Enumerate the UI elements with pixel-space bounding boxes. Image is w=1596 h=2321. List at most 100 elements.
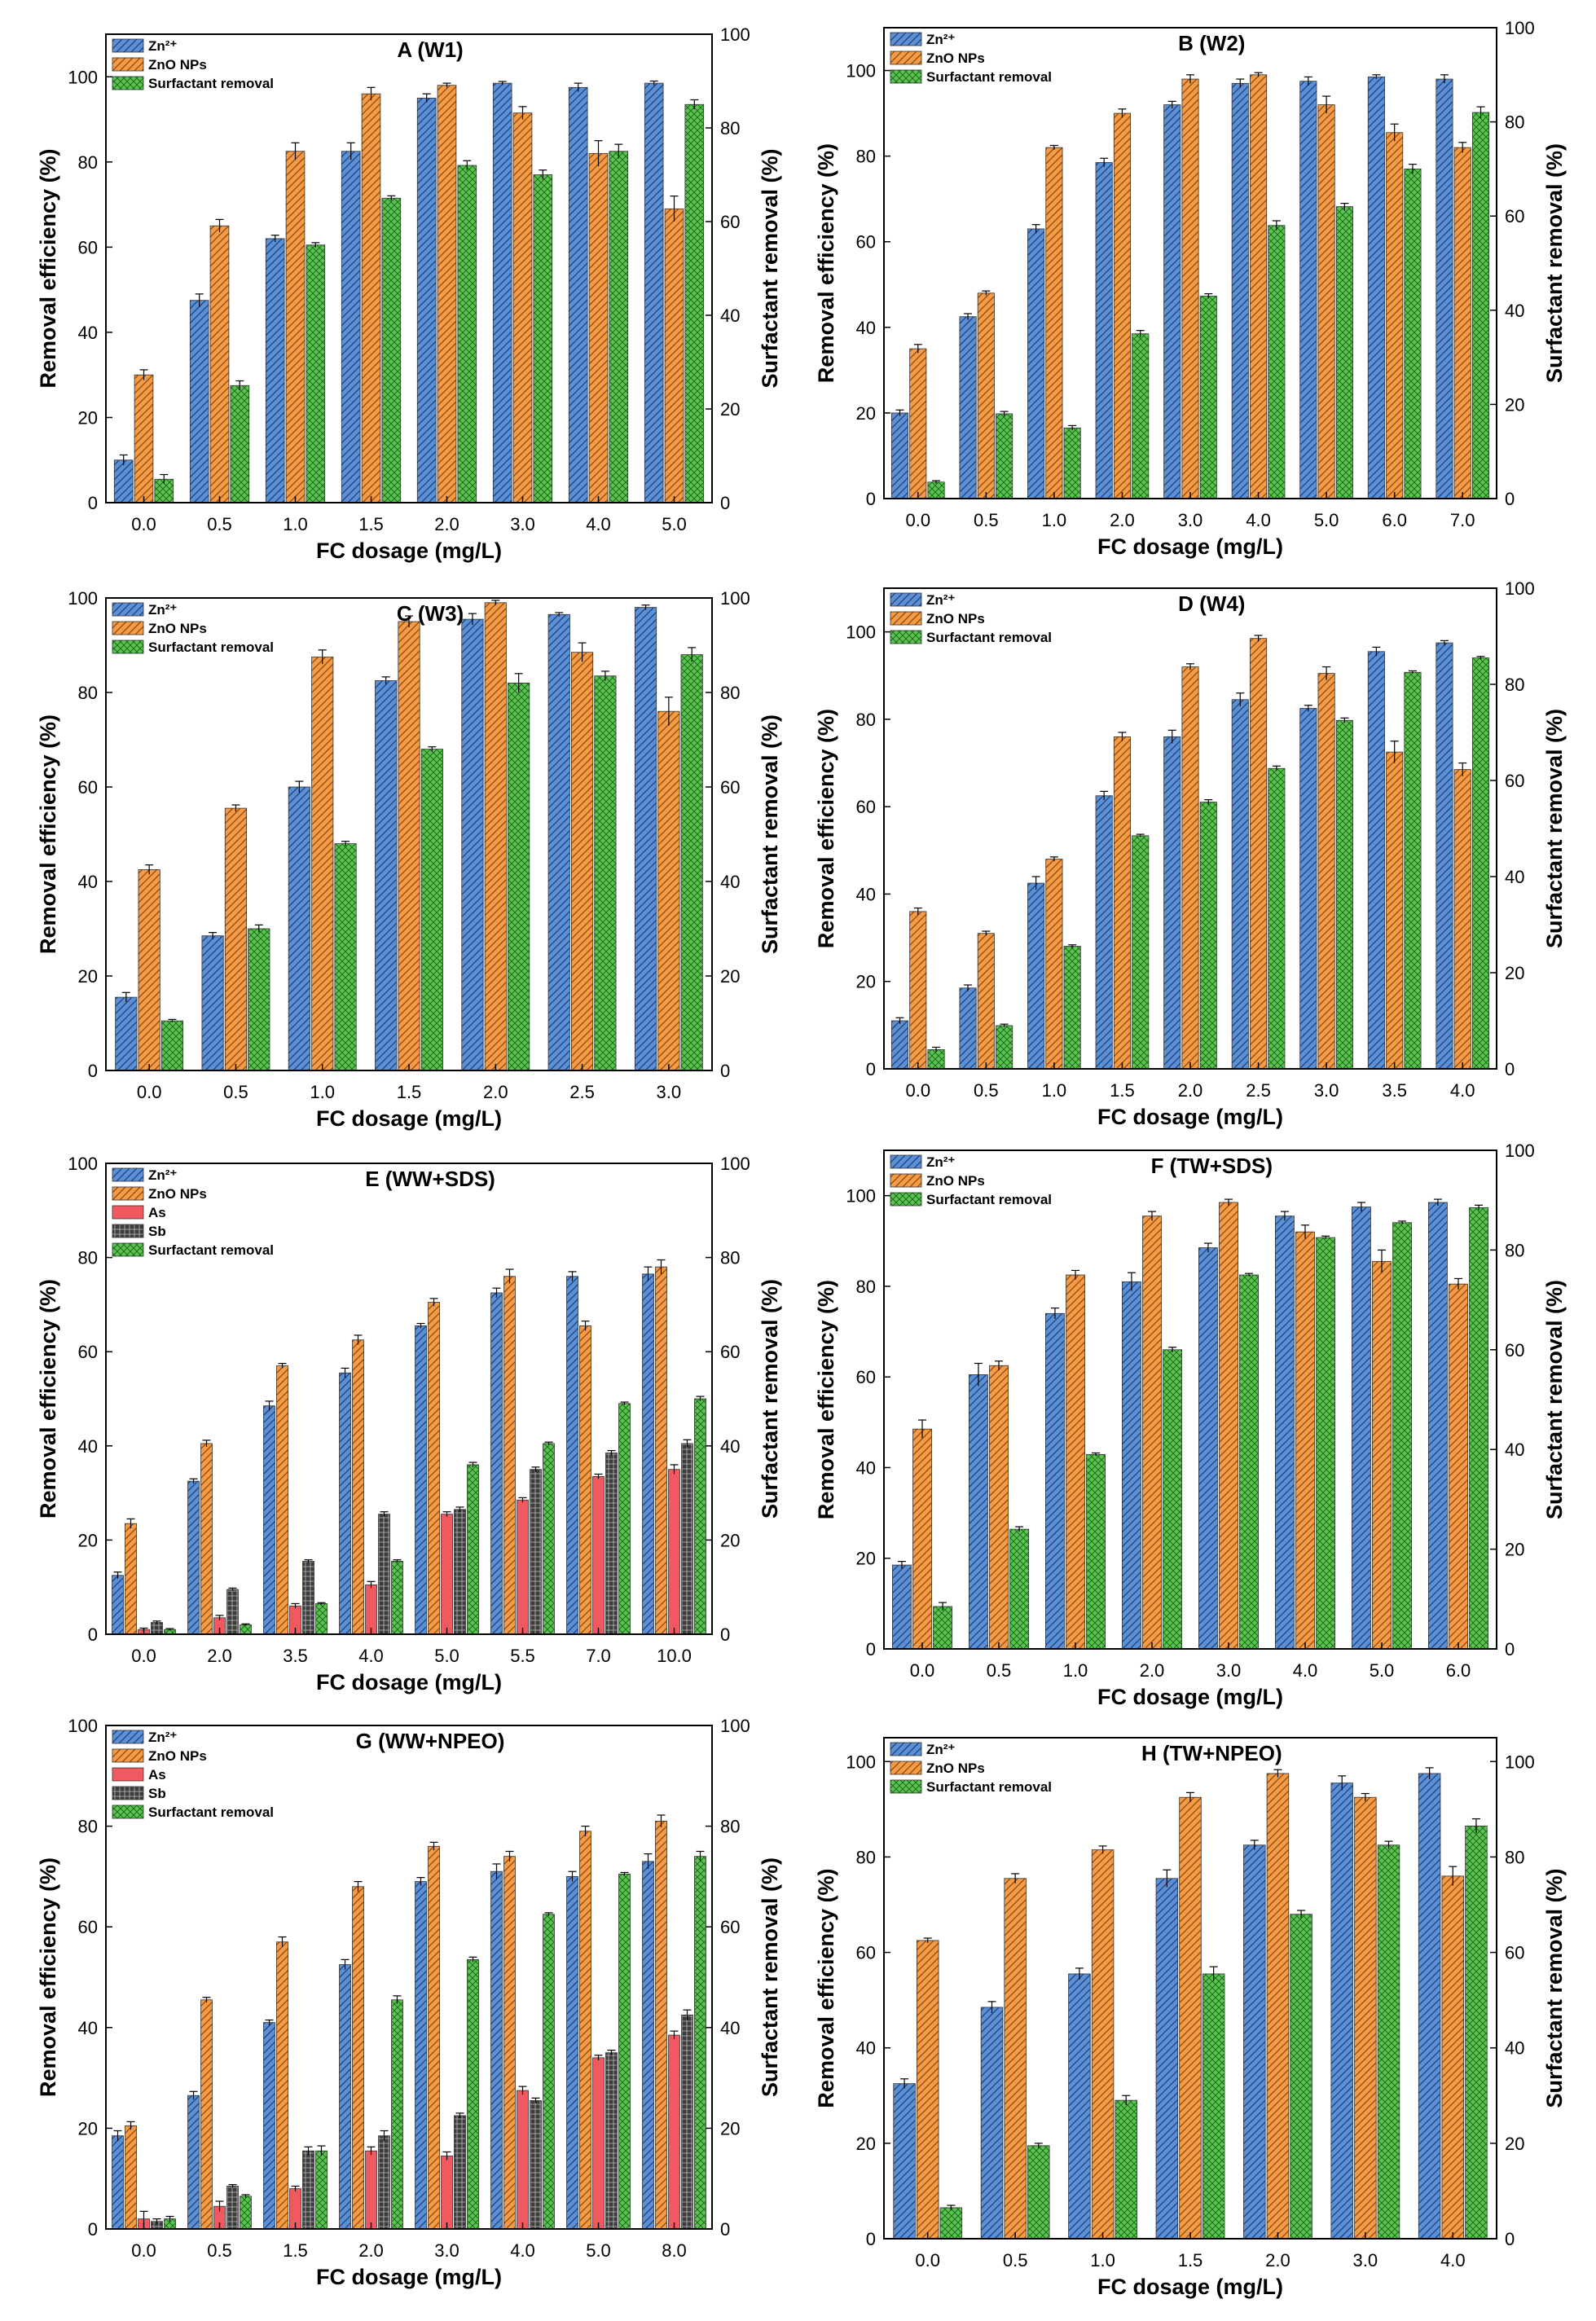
x-axis-title: FC dosage (mg/L) <box>1097 534 1283 559</box>
bar-sb-3-0 <box>454 2115 466 2230</box>
y2-tick-label: 80 <box>1505 112 1524 133</box>
bar-zn-7-0 <box>1436 78 1453 499</box>
bar-zn-2-0 <box>461 618 484 1071</box>
bar-zn-2-0 <box>1095 162 1113 499</box>
bar-zn-6-0 <box>1428 1202 1448 1650</box>
bar-zn-1-5 <box>1155 1878 1179 2240</box>
y-tick-label: 0 <box>88 1061 98 1081</box>
bar-sb-2-0 <box>226 1589 239 1635</box>
x-tick-label: 5.0 <box>586 2240 611 2261</box>
bar-surf-8-0 <box>694 1856 706 2230</box>
bar-zno-1-0 <box>285 151 306 503</box>
bar-surf-2-5 <box>1268 767 1286 1070</box>
bar-zn-5-0 <box>644 82 664 503</box>
y-tick-label: 60 <box>78 777 98 798</box>
bar-surf-1-0 <box>334 843 357 1071</box>
bar-zn-0-0 <box>890 412 909 499</box>
bar-sb-5-0 <box>454 1509 466 1635</box>
bar-surf-5-0 <box>618 1873 631 2230</box>
bar-surf-0-0 <box>160 1020 184 1071</box>
bar-surf-3-0 <box>533 174 553 503</box>
y2-axis-title: Surfactant removal (%) <box>758 148 782 388</box>
x-tick-label: 2.0 <box>1140 1660 1165 1681</box>
x-axis-title: FC dosage (mg/L) <box>316 2265 502 2289</box>
x-axis-title: FC dosage (mg/L) <box>316 1106 502 1131</box>
bar-zn-4-0 <box>490 1870 503 2230</box>
x-tick-label: 3.5 <box>283 1646 308 1666</box>
bar-zn-3-5 <box>1367 651 1385 1070</box>
bar-zno-0-0 <box>909 348 927 499</box>
bar-surf-1-0 <box>1063 427 1081 499</box>
x-tick-label: 3.0 <box>657 1082 682 1102</box>
bar-zn-2-0 <box>1243 1844 1266 2240</box>
y-axis-title: Removal efficiency (%) <box>36 714 60 954</box>
x-tick-label: 1.5 <box>397 1082 422 1102</box>
x-tick-label: 1.5 <box>1110 1080 1135 1101</box>
bar-surf-3-0 <box>1335 719 1353 1070</box>
chart-title: E (WW+SDS) <box>365 1167 495 1191</box>
bar-surf-0-5 <box>1027 2145 1050 2240</box>
bar-zno-3-0 <box>1219 1202 1238 1650</box>
y-tick-label: 60 <box>78 1342 98 1362</box>
y2-axis-title: Surfactant removal (%) <box>758 1857 782 2097</box>
bar-zn-1-5 <box>375 680 398 1071</box>
bar-surf-5-0 <box>467 1464 479 1635</box>
legend-swatch-sb <box>112 1786 144 1800</box>
legend: Zn²⁺ ZnO NPs As Sb Surfactant removal <box>112 1167 274 1258</box>
bar-zno-0-5 <box>1004 1878 1027 2240</box>
bar-surf-3-5 <box>1404 671 1422 1070</box>
chart-a-w1: 0 20 40 60 80 100 0 20 40 60 80 100 0.0 0.5 1.0 1.5 2.0 3… <box>36 24 782 563</box>
x-tick-label: 6.0 <box>1382 510 1407 530</box>
y2-tick-label: 20 <box>1505 1540 1524 1560</box>
bar-zn-2-0 <box>339 1964 351 2230</box>
legend-swatch-surf <box>890 630 922 644</box>
bar-zn-0-5 <box>189 300 209 503</box>
legend-swatch-zn <box>890 1742 922 1756</box>
bar-surf-3-0 <box>1377 1844 1400 2240</box>
bar-surf-0-5 <box>230 385 250 503</box>
bar-zn-10-0 <box>642 1273 654 1635</box>
legend-swatch-zno <box>890 1173 922 1188</box>
bar-zn-0-0 <box>892 1564 912 1650</box>
bar-surf-0-0 <box>939 2207 963 2240</box>
x-tick-label: 4.0 <box>1246 510 1271 530</box>
x-tick-label: 4.0 <box>358 1646 384 1666</box>
bar-zn-0-5 <box>980 2007 1004 2240</box>
x-tick-label: 4.0 <box>1293 1660 1318 1681</box>
bar-surf-0-5 <box>240 2196 252 2230</box>
bar-zno-1-0 <box>311 657 334 1071</box>
bar-surf-3-5 <box>315 1603 328 1635</box>
bar-surf-3-0 <box>1199 296 1217 499</box>
legend-swatch-sb <box>112 1224 144 1238</box>
bar-surf-4-0 <box>609 151 629 503</box>
bar-zno-0-5 <box>224 807 247 1071</box>
y-tick-label: 20 <box>78 966 98 987</box>
y2-tick-label: 20 <box>1505 394 1524 415</box>
y2-tick-label: 40 <box>1505 1440 1524 1460</box>
chart-c-w3: 0 20 40 60 80 100 0 20 40 60 80 100 0.0 0.5 1.0 1.5 2.0 2… <box>36 588 782 1131</box>
y2-tick-label: 80 <box>720 118 740 138</box>
y2-tick-label: 40 <box>1505 2038 1524 2059</box>
bar-surf-1-5 <box>420 749 443 1071</box>
bar-zn-0-5 <box>959 987 977 1070</box>
y-tick-label: 100 <box>846 61 876 81</box>
bar-zno-2-0 <box>1181 666 1199 1070</box>
bar-surf-4-0 <box>1316 1237 1335 1650</box>
bar-as-5-0 <box>441 1514 453 1635</box>
bar-zno-5-0 <box>1317 104 1335 499</box>
bar-zn-3-0 <box>1163 104 1181 499</box>
chart-title: G (WW+NPEO) <box>356 1729 505 1753</box>
chart-b-w2: 0 20 40 60 80 100 0 20 40 60 80 100 0.0 0.5 1.0 2.0 3.0 4… <box>814 18 1567 559</box>
bar-zno-7-0 <box>579 1325 591 1635</box>
x-tick-label: 2.0 <box>1178 1080 1203 1101</box>
bar-zno-5-0 <box>428 1302 440 1635</box>
bar-zno-1-0 <box>1045 859 1063 1070</box>
x-axis-title: FC dosage (mg/L) <box>316 538 502 563</box>
x-tick-label: 5.5 <box>510 1646 535 1666</box>
bar-zn-5-0 <box>1352 1207 1371 1650</box>
bar-zn-0-0 <box>890 1020 909 1070</box>
x-tick-label: 5.0 <box>1314 510 1339 530</box>
bar-zno-2-0 <box>352 1886 364 2230</box>
legend-label-zno: ZnO NPs <box>148 1748 207 1764</box>
x-tick-label: 1.0 <box>1063 1660 1088 1681</box>
